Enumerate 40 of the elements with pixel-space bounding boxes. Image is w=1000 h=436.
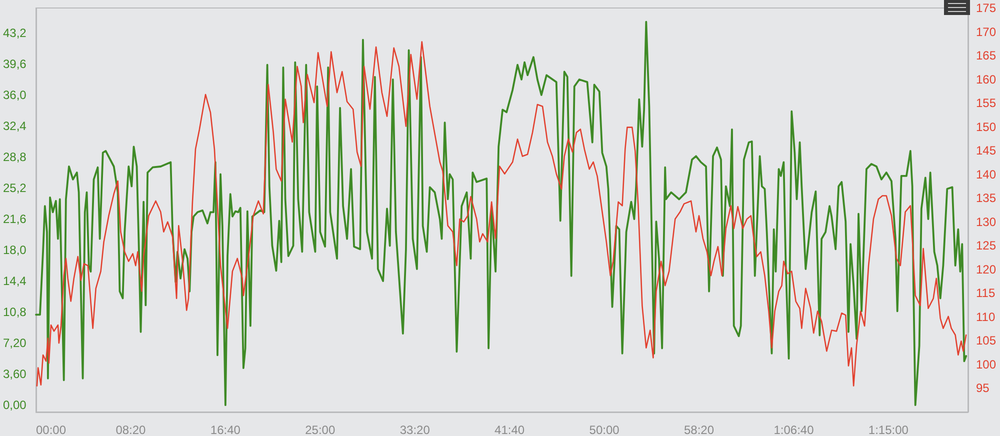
y-tick-label: 14,4 xyxy=(3,274,27,288)
y2-tick-label: 155 xyxy=(976,96,996,110)
y2-tick-label: 100 xyxy=(976,357,996,372)
y-tick-label: 28,8 xyxy=(3,150,27,164)
y2-tick-label: 110 xyxy=(976,310,996,324)
x-tick-label: 25:00 xyxy=(305,423,336,436)
y2-tick-label: 170 xyxy=(976,24,996,39)
y2-tick-label: 145 xyxy=(976,144,996,158)
y-tick-label: 21,6 xyxy=(3,212,27,226)
x-tick-label: 1:15:00 xyxy=(868,423,909,436)
y-tick-label: 36,0 xyxy=(3,88,27,102)
x-tick-label: 50:00 xyxy=(589,423,620,436)
y2-tick-label: 120 xyxy=(976,262,996,276)
y2-tick-label: 95 xyxy=(976,381,990,396)
y-tick-label: 25,2 xyxy=(3,181,27,196)
y-tick-label: 18,0 xyxy=(3,243,27,258)
y-tick-label: 39,6 xyxy=(3,56,27,71)
x-tick-label: 1:06:40 xyxy=(774,423,814,436)
x-tick-label: 41:40 xyxy=(494,423,525,436)
y2-tick-label: 160 xyxy=(976,72,996,86)
x-tick-label: 16:40 xyxy=(210,423,241,436)
x-tick-label: 00:00 xyxy=(36,423,66,436)
y2-tick-label: 105 xyxy=(976,334,996,348)
y2-tick-label: 140 xyxy=(976,167,996,182)
y2-tick-label: 125 xyxy=(976,238,996,253)
x-tick-label: 08:20 xyxy=(116,423,146,436)
y2-tick-label: 135 xyxy=(976,191,996,206)
y-tick-label: 32,4 xyxy=(3,119,27,134)
x-tick-label: 33:20 xyxy=(400,423,430,436)
y2-tick-label: 115 xyxy=(976,286,996,300)
y-tick-label: 0,00 xyxy=(3,398,27,412)
y2-tick-label: 175 xyxy=(976,1,996,15)
y-tick-label: 43,2 xyxy=(3,26,27,40)
y2-tick-label: 130 xyxy=(976,214,996,229)
x-tick-label: 58:20 xyxy=(684,423,714,436)
y-tick-label: 7,20 xyxy=(3,336,27,350)
y2-tick-label: 150 xyxy=(976,120,996,134)
y-tick-label: 3,60 xyxy=(3,367,27,382)
y-tick-label: 10,8 xyxy=(3,305,27,320)
y2-tick-label: 165 xyxy=(976,48,996,63)
